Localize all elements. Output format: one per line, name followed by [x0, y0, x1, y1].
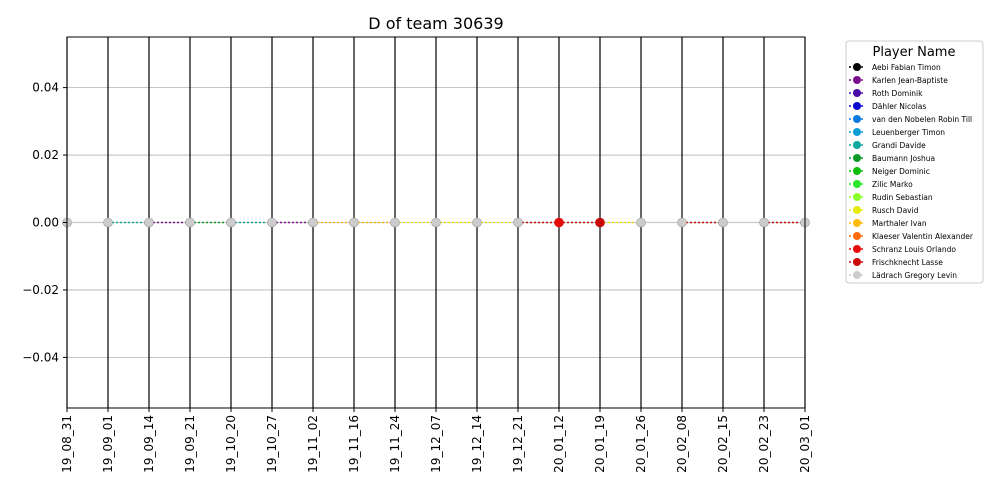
y-tick-label: −0.04 [22, 350, 59, 364]
legend-marker [853, 180, 861, 188]
x-tick-label: 19_12_21 [511, 415, 525, 473]
legend-marker [853, 89, 861, 97]
y-tick-label: 0.00 [32, 216, 59, 230]
y-tick-label: 0.02 [32, 148, 59, 162]
legend-label: Grandi Davide [872, 141, 926, 150]
legend-label: Klaeser Valentin Alexander [872, 232, 974, 241]
data-point [718, 217, 728, 228]
legend-marker [853, 271, 861, 279]
data-point [677, 217, 687, 228]
x-tick-label: 19_11_16 [347, 415, 361, 473]
legend-marker [853, 206, 861, 214]
x-tick-label: 19_11_24 [388, 415, 402, 473]
x-tick-label: 19_09_21 [183, 415, 197, 473]
legend-marker [853, 76, 861, 84]
data-point [103, 217, 113, 228]
legend-label: Roth Dominik [872, 89, 923, 98]
legend-label: Karlen Jean-Baptiste [872, 76, 948, 85]
data-point [636, 217, 646, 228]
data-point [349, 217, 359, 228]
legend-marker [853, 167, 861, 175]
x-tick-label: 20_01_26 [634, 415, 648, 473]
legend-box [845, 40, 984, 284]
legend-label: Neiger Dominic [872, 167, 930, 176]
legend-label: Schranz Louis Orlando [872, 245, 956, 254]
legend-label: Rudin Sebastian [872, 193, 933, 202]
data-point [267, 217, 277, 228]
legend-label: Frischknecht Lasse [872, 258, 943, 267]
x-tick-label: 19_09_14 [142, 415, 156, 473]
data-point [144, 217, 154, 228]
legend-label: Dähler Nicolas [872, 102, 926, 111]
x-tick-label: 20_01_12 [552, 415, 566, 473]
legend-label: Aebi Fabian Timon [872, 63, 941, 72]
x-tick-label: 20_01_19 [593, 415, 607, 473]
data-point [759, 217, 769, 228]
legend-marker [853, 193, 861, 201]
legend-label: Rusch David [872, 206, 919, 215]
x-tick-label: 20_02_08 [675, 415, 689, 473]
data-point [554, 217, 564, 228]
y-tick-label: 0.04 [32, 81, 59, 95]
x-tick-label: 19_10_27 [265, 415, 279, 473]
legend-marker [853, 128, 861, 136]
legend-marker [853, 115, 861, 123]
data-point [472, 217, 482, 228]
x-axis-ticks: 19_08_31 19_09_01 19_09_14 19_09_21 19_10_20… [60, 408, 812, 473]
legend-items: Aebi Fabian Timon Karlen Jean-Baptiste Rot… [849, 63, 974, 280]
x-tick-label: 19_08_31 [60, 415, 74, 473]
legend-marker [853, 141, 861, 149]
x-tick-label: 19_11_02 [306, 415, 320, 473]
legend-label: Marthaler Ivan [872, 219, 927, 228]
x-tick-label: 20_02_23 [757, 415, 771, 473]
data-point [431, 217, 441, 228]
legend-marker [853, 154, 861, 162]
legend-label: Baumann Joshua [872, 154, 935, 163]
chart-title: D of team 30639 [368, 14, 503, 33]
legend-marker [853, 63, 861, 71]
data-point [390, 217, 400, 228]
y-axis-ticks: 0.04 0.02 0.00 −0.02 −0.04 [22, 81, 67, 364]
legend-label: van den Nobelen Robin Till [872, 115, 972, 124]
x-tick-label: 19_10_20 [224, 415, 238, 473]
x-tick-label: 19_09_01 [101, 415, 115, 473]
data-point [513, 217, 523, 228]
legend-label: Lädrach Gregory Levin [872, 271, 957, 280]
legend-marker [853, 102, 861, 110]
data-point [595, 217, 605, 228]
legend: Player Name Aebi Fabian Timon Karlen Jean… [845, 40, 984, 284]
x-tick-label: 20_02_15 [716, 415, 730, 473]
data-point [185, 217, 195, 228]
legend-label: Zilic Marko [872, 180, 913, 189]
legend-marker [853, 219, 861, 227]
legend-title: Player Name [873, 45, 956, 60]
x-tick-label: 20_03_01 [798, 415, 812, 473]
data-point [226, 217, 236, 228]
legend-label: Leuenberger Timon [872, 128, 945, 137]
legend-marker [853, 232, 861, 240]
legend-marker [853, 245, 861, 253]
x-tick-label: 19_12_14 [470, 415, 484, 473]
x-tick-label: 19_12_07 [429, 415, 443, 473]
legend-marker [853, 258, 861, 266]
data-point [308, 217, 318, 228]
y-tick-label: −0.02 [22, 283, 59, 297]
